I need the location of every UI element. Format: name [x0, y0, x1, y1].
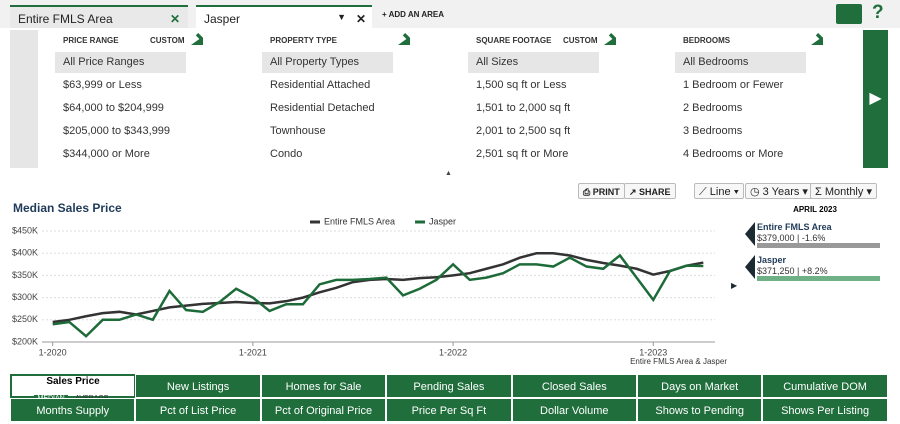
- area-tab[interactable]: Entire FMLS Area ✕: [10, 5, 188, 28]
- filter-option[interactable]: $63,999 or Less: [63, 79, 142, 91]
- panel-arrow: ▶: [731, 281, 738, 290]
- area-name: Entire FMLS Area: [757, 222, 832, 232]
- x-tick-label: 1-2022: [439, 347, 467, 357]
- share-button[interactable]: ↗ SHARE: [624, 183, 676, 199]
- interval-select[interactable]: Σ Monthly ▾: [810, 183, 877, 199]
- legend-label: Entire FMLS Area: [324, 216, 395, 226]
- y-tick-label: $250K: [12, 314, 38, 324]
- y-tick-label: $350K: [12, 270, 38, 280]
- filter-option[interactable]: Townhouse: [270, 125, 326, 137]
- filter-option[interactable]: All Price Ranges: [55, 52, 186, 73]
- filter-option[interactable]: 4 Bedrooms or More: [683, 148, 784, 160]
- help-icon[interactable]: ?: [872, 2, 884, 23]
- period-label: 3 Years: [762, 186, 800, 198]
- area-detail: $371,250 | +8.2%: [757, 266, 828, 276]
- summary-bar: [757, 276, 880, 281]
- collapse-icon[interactable]: ▲: [445, 170, 452, 177]
- filter-title: BEDROOMS: [683, 36, 731, 45]
- tab-label: Jasper: [204, 12, 241, 26]
- period-select[interactable]: ◷ 3 Years ▾: [745, 183, 813, 199]
- area-detail: $379,000 | -1.6%: [757, 233, 826, 243]
- tab-label: Entire FMLS Area: [18, 12, 113, 26]
- y-tick-label: $200K: [12, 336, 38, 346]
- filter-option[interactable]: 1,501 to 2,000 sq ft: [476, 102, 571, 114]
- add-area[interactable]: + ADD AN AREA: [382, 10, 445, 19]
- series-line: [52, 253, 704, 338]
- dropdown-icon[interactable]: ▼: [337, 12, 346, 22]
- filter-option[interactable]: 2 Bedrooms: [683, 102, 743, 114]
- filter-option[interactable]: $344,000 or More: [63, 148, 150, 160]
- style-label: Line: [709, 186, 731, 198]
- metric-button[interactable]: Months Supply: [10, 398, 136, 422]
- active-metric[interactable]: Sales Price MEDIAN AVERAGE: [10, 374, 136, 402]
- metric-button[interactable]: Days on Market: [637, 374, 763, 398]
- filter-option[interactable]: 1,500 sq ft or Less: [476, 79, 567, 91]
- filter-option[interactable]: 1 Bedroom or Fewer: [683, 79, 784, 91]
- filter-title: PROPERTY TYPE: [270, 36, 337, 45]
- metric-button[interactable]: Dollar Volume: [511, 398, 637, 422]
- close-icon[interactable]: ✕: [169, 12, 180, 26]
- marker: [745, 255, 755, 279]
- area-tab[interactable]: Jasper ▼ ✕: [196, 5, 372, 28]
- chart: Median Sales Price Entire FMLS Area & Ja…: [12, 201, 738, 366]
- series-line: [52, 251, 704, 324]
- filter-icon[interactable]: [836, 4, 862, 24]
- metric-button[interactable]: Shows Per Listing: [762, 398, 888, 422]
- metric-button[interactable]: Pct of Original Price: [260, 398, 387, 422]
- custom-link[interactable]: CUSTOM: [150, 36, 185, 45]
- y-tick-label: $300K: [12, 292, 38, 302]
- x-tick-label: 1-2021: [239, 347, 267, 357]
- style-select[interactable]: ⟋ Line ▾: [694, 183, 744, 199]
- filter-option[interactable]: 3 Bedrooms: [683, 125, 743, 137]
- next-button[interactable]: ▶: [863, 30, 888, 168]
- filter-option[interactable]: All Bedrooms: [675, 52, 806, 73]
- print-label: PRINT: [592, 187, 620, 197]
- x-tick-label: 1-2020: [39, 347, 67, 357]
- metric-button[interactable]: Price Per Sq Ft: [386, 398, 512, 422]
- metric-button[interactable]: Cumulative DOM: [762, 374, 888, 398]
- legend-label: Jasper: [429, 216, 456, 226]
- metric-button[interactable]: Closed Sales: [511, 374, 637, 398]
- x-tick-label: 1-2023: [639, 347, 667, 357]
- filter-title: SQUARE FOOTAGE: [476, 36, 552, 45]
- interval-label: Monthly: [824, 186, 864, 198]
- filter-option[interactable]: $205,000 to $343,999: [63, 125, 171, 137]
- y-tick-label: $450K: [12, 225, 38, 235]
- metric-button[interactable]: New Listings: [135, 374, 261, 398]
- custom-link[interactable]: CUSTOM: [563, 36, 598, 45]
- y-tick-label: $400K: [12, 248, 38, 258]
- chart-title: Median Sales Price: [13, 201, 122, 215]
- area-name: Jasper: [757, 255, 787, 265]
- metric-label: Sales Price: [46, 376, 100, 387]
- metric-button[interactable]: Homes for Sale: [260, 374, 387, 398]
- filter-option[interactable]: Residential Attached: [270, 79, 371, 91]
- close-icon[interactable]: ✕: [355, 12, 366, 26]
- filter-option[interactable]: 2,001 to 2,500 sq ft: [476, 125, 571, 137]
- prev-strip[interactable]: [10, 30, 38, 168]
- marker: [745, 222, 755, 246]
- summary-period: APRIL 2023: [793, 205, 837, 214]
- metric-button[interactable]: Shows to Pending: [637, 398, 763, 422]
- share-label: SHARE: [639, 187, 671, 197]
- metric-button[interactable]: Pending Sales: [386, 374, 512, 398]
- filter-option[interactable]: $64,000 to $204,999: [63, 102, 164, 114]
- filter-option[interactable]: All Sizes: [468, 52, 599, 73]
- filter-option[interactable]: Residential Detached: [270, 102, 375, 114]
- metric-button[interactable]: Pct of List Price: [135, 398, 261, 422]
- filter-option[interactable]: 2,501 sq ft or More: [476, 148, 569, 160]
- custom-icon[interactable]: [811, 33, 823, 45]
- print-button[interactable]: ⎙ PRINT: [578, 183, 625, 199]
- filter-option[interactable]: Condo: [270, 148, 303, 160]
- chart-note: Entire FMLS Area & Jasper: [630, 357, 727, 366]
- filter-option[interactable]: All Property Types: [262, 52, 393, 73]
- summary-bar: [757, 243, 880, 248]
- filter-title: PRICE RANGE: [63, 36, 119, 45]
